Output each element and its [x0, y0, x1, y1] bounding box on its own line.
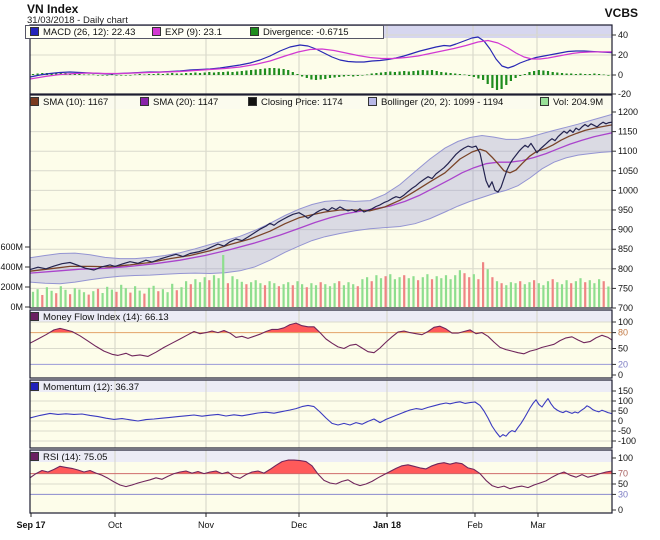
price-plot-bg [30, 95, 612, 308]
momentum-plot-area [30, 380, 612, 448]
x-axis-label: Sep 17 [16, 520, 45, 530]
price-border [29, 94, 613, 309]
brand-logo: VCBS [604, 6, 638, 20]
axis-tick-label: 1200 [618, 107, 638, 117]
axis-tick-label: 20 [618, 50, 628, 60]
macd-legend-strip [30, 25, 612, 38]
axis-tick-label: 50 [618, 479, 628, 489]
axis-tick-label: 30 [618, 489, 628, 499]
bollinger-lower [30, 151, 612, 285]
axis-tick-label: -50 [618, 426, 631, 436]
price-plot-area [30, 95, 612, 308]
axis-tick-label: 800 [618, 264, 633, 274]
axis-tick-label: -100 [618, 436, 636, 446]
axis-tick-label: 70 [618, 469, 628, 479]
bollinger-band-fill [30, 114, 612, 284]
axis-tick-label: 0 [618, 370, 623, 380]
axis-tick-label: 0 [618, 505, 623, 515]
momentum-legend-strip [30, 380, 612, 392]
sma20-line [30, 132, 612, 274]
mfi-legend-strip [30, 310, 612, 322]
chart-subtitle: 31/03/2018 - Daily chart [27, 15, 128, 26]
macd-histogram [31, 68, 610, 90]
axis-tick-label: 150 [618, 386, 633, 396]
mfi-plot-area [30, 310, 612, 378]
axis-tick-label: 100 [618, 317, 633, 327]
rsi-border [29, 449, 613, 514]
volume-axis-label: 600M [0, 242, 23, 252]
axis-tick-label: -20 [618, 89, 631, 99]
axis-tick-label: 80 [618, 328, 628, 338]
bollinger-upper [30, 113, 612, 260]
axis-tick-label: 100 [618, 396, 633, 406]
momentum-border [29, 379, 613, 449]
axis-tick-label: 40 [618, 30, 628, 40]
overbought-fill [30, 460, 612, 474]
volume-bars [31, 255, 610, 307]
axis-tick-label: 20 [618, 359, 628, 369]
volume-axis-label: 200M [0, 282, 23, 292]
macd-panel: 40 20 0 -20 [29, 24, 631, 99]
axis-tick-label: 1150 [618, 127, 637, 137]
axis-tick-label: 700 [618, 303, 633, 313]
volume-axis-label: 400M [0, 262, 23, 272]
axis-tick-label: 50 [618, 344, 628, 354]
rsi_line-line [30, 459, 612, 490]
exp_line-line [30, 39, 612, 80]
close-line [30, 121, 612, 271]
price-legend-strip [30, 95, 612, 109]
axis-tick-label: 750 [618, 283, 633, 293]
x-axis-label: Nov [198, 520, 215, 530]
axis-tick-label: 0 [618, 70, 623, 80]
axis-tick-label: 850 [618, 244, 633, 254]
axis-tick-label: 1000 [618, 185, 638, 195]
rsi-legend-strip [30, 450, 612, 462]
x-axis-label: Dec [291, 520, 308, 530]
axis-tick-label: 50 [618, 406, 628, 416]
x-axis-label: Jan 18 [373, 520, 401, 530]
sma10-line [30, 124, 612, 272]
x-axis-label: Mar [530, 520, 546, 530]
rsi-plot-area [30, 450, 612, 513]
x-axis: Sep 17 Oct Nov Dec Jan 18 Feb Mar [16, 513, 546, 530]
mfi_line-line [30, 322, 612, 357]
volume-axis-label: 0M [10, 302, 23, 312]
x-axis-label: Feb [467, 520, 483, 530]
axis-tick-label: 950 [618, 205, 633, 215]
price-panel: 1200 1150 1100 1050 1000 950 900 850 800 750 700 60… [0, 94, 638, 313]
axis-tick-label: 1050 [618, 166, 638, 176]
axis-tick-label: 1100 [618, 146, 637, 156]
axis-tick-label: 900 [618, 225, 633, 235]
axis-tick-label: 0 [618, 416, 623, 426]
axis-tick-label: 100 [618, 453, 633, 463]
mfi-border [29, 309, 613, 379]
x-axis-label: Oct [108, 520, 123, 530]
mom_line-line [30, 398, 612, 438]
page-title: VN Index [27, 2, 79, 16]
